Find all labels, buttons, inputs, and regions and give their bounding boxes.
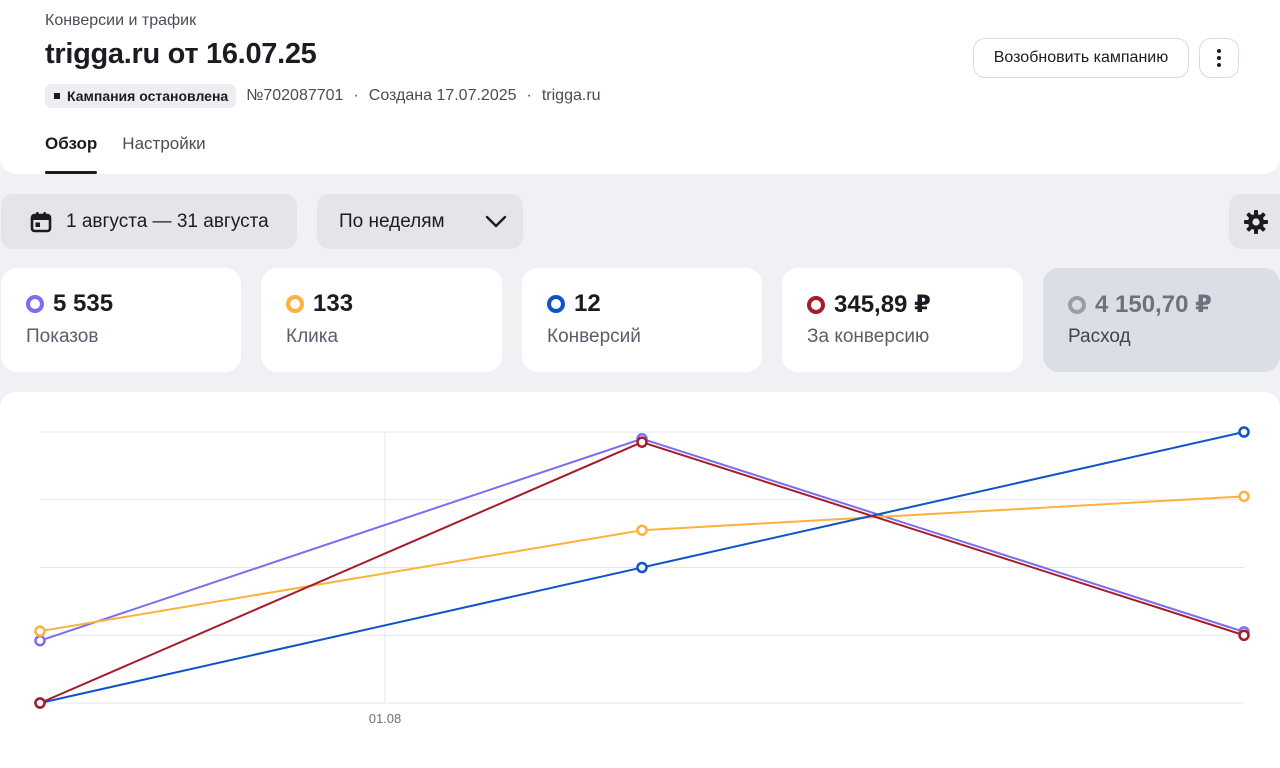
data-point bbox=[1238, 629, 1250, 641]
metric-card-spend[interactable]: 4 150,70 ₽ Расход bbox=[1043, 268, 1280, 372]
series-marker-icon bbox=[807, 295, 825, 314]
tabs: Обзор Настройки bbox=[45, 134, 206, 174]
status-text: Кампания остановлена bbox=[67, 88, 229, 104]
data-point bbox=[1238, 490, 1250, 503]
created-date: Создана 17.07.2025 bbox=[368, 87, 517, 104]
series-marker-icon bbox=[26, 295, 44, 313]
metric-value-row: 345,89 ₽ bbox=[807, 290, 931, 319]
tab-overview[interactable]: Обзор bbox=[45, 134, 98, 174]
separator-dot: · bbox=[526, 87, 532, 104]
metric-label: Клика bbox=[286, 326, 339, 347]
grouping-label: По неделям bbox=[339, 210, 445, 232]
date-range-picker[interactable]: 1 августа — 31 августа bbox=[1, 194, 297, 249]
metric-value: 12 bbox=[574, 290, 601, 317]
data-point bbox=[34, 625, 46, 637]
metric-label: За конверсию bbox=[807, 326, 930, 347]
calendar-icon bbox=[30, 211, 52, 232]
metric-card-cost-per-conversion[interactable]: 345,89 ₽ За конверсию bbox=[782, 268, 1023, 372]
data-point bbox=[636, 561, 648, 574]
date-range-label: 1 августа — 31 августа bbox=[66, 210, 269, 232]
page-title: trigga.ru от 16.07.25 bbox=[45, 38, 317, 70]
data-point bbox=[636, 436, 648, 448]
metric-value-row: 5 535 bbox=[26, 290, 113, 318]
data-point bbox=[1238, 426, 1250, 438]
series-line bbox=[39, 437, 1245, 642]
breadcrumb[interactable]: Конверсии и трафик bbox=[45, 12, 197, 29]
tab-settings[interactable]: Настройки bbox=[122, 134, 206, 153]
stop-icon bbox=[54, 93, 60, 99]
metric-value-row: 133 bbox=[286, 290, 353, 318]
metric-value: 345,89 ₽ bbox=[834, 291, 931, 318]
metric-label: Конверсий bbox=[547, 326, 641, 347]
x-tick-label: 01.08 bbox=[369, 711, 402, 726]
metric-card-clicks[interactable]: 133 Клика bbox=[261, 268, 502, 372]
site-link[interactable]: trigga.ru bbox=[541, 87, 601, 104]
metric-label: Расход bbox=[1068, 326, 1131, 347]
series-marker-icon bbox=[1068, 295, 1086, 314]
data-point bbox=[34, 697, 46, 709]
gear-icon bbox=[1244, 209, 1268, 234]
more-vertical-icon bbox=[1217, 49, 1221, 67]
metric-value-row: 12 bbox=[547, 290, 601, 318]
metric-value: 133 bbox=[313, 290, 354, 317]
line-chart[interactable]: 01.08 bbox=[0, 392, 1280, 768]
more-options-button[interactable] bbox=[1199, 38, 1239, 78]
metric-card-conversions[interactable]: 12 Конверсий bbox=[522, 268, 762, 372]
data-point bbox=[636, 524, 648, 536]
metric-card-impressions[interactable]: 5 535 Показов bbox=[1, 268, 241, 372]
campaign-header: Конверсии и трафик trigga.ru от 16.07.25… bbox=[0, 0, 1280, 174]
data-point bbox=[34, 634, 46, 647]
series-marker-icon bbox=[286, 295, 304, 313]
chart-settings-button[interactable] bbox=[1229, 194, 1280, 249]
campaign-meta: Кампания остановлена №702087701 · Создан… bbox=[45, 84, 601, 108]
metric-label: Показов bbox=[26, 326, 99, 347]
status-badge: Кампания остановлена bbox=[45, 84, 237, 108]
campaign-id: №702087701 bbox=[246, 87, 344, 104]
metric-value-row: 4 150,70 ₽ bbox=[1068, 290, 1212, 319]
chart-panel: 01.08 bbox=[0, 392, 1280, 768]
separator-dot: · bbox=[353, 87, 359, 104]
series-marker-icon bbox=[547, 295, 565, 313]
metric-value: 4 150,70 ₽ bbox=[1095, 291, 1212, 318]
grouping-select[interactable]: По неделям bbox=[317, 194, 523, 249]
chevron-down-icon bbox=[485, 215, 507, 227]
metric-value: 5 535 bbox=[53, 290, 114, 317]
resume-campaign-button[interactable]: Возобновить кампанию bbox=[973, 38, 1189, 78]
